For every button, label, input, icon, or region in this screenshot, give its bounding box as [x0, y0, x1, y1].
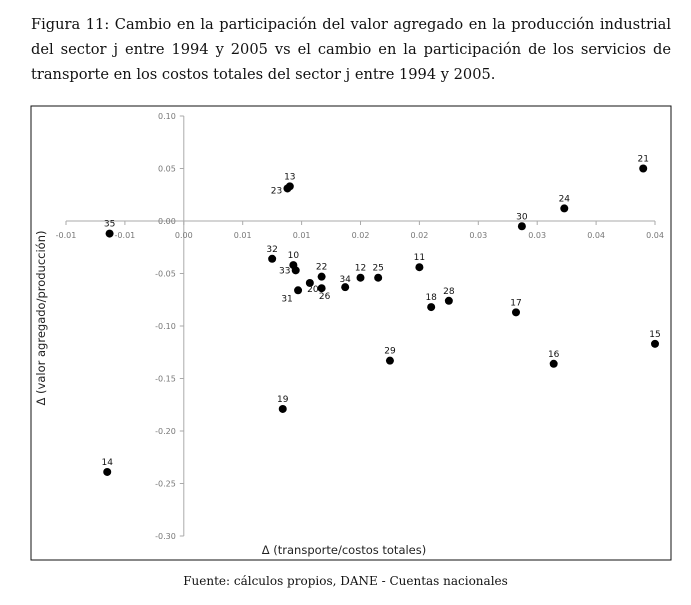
data-point [549, 359, 558, 368]
data-point-label: 25 [372, 264, 383, 274]
y-tick-label: -0.25 [155, 480, 176, 489]
data-point [105, 229, 114, 238]
y-tick-label: -0.20 [155, 427, 176, 436]
data-point-label: 35 [104, 220, 115, 230]
data-point-label: 29 [384, 347, 396, 357]
data-point-label: 26 [319, 292, 331, 302]
data-point [517, 222, 526, 231]
data-point-label: 23 [271, 186, 282, 196]
data-point-label: 33 [279, 266, 290, 276]
y-tick-label: -0.10 [155, 322, 176, 331]
data-point [278, 404, 287, 413]
x-tick-label: -0.01 [115, 231, 136, 240]
data-point-label: 34 [339, 275, 351, 285]
data-point [385, 356, 394, 365]
chart-frame [30, 105, 672, 561]
data-point [415, 263, 424, 272]
data-point-label: 13 [284, 172, 295, 182]
x-axis-title: Δ (transporte/costos totales) [262, 543, 427, 557]
data-point [317, 272, 326, 281]
data-point-label: 19 [277, 395, 289, 405]
data-point [103, 467, 112, 476]
data-point [374, 273, 383, 282]
data-point-label: 24 [559, 194, 571, 204]
data-point [356, 273, 365, 282]
data-point-label: 28 [443, 287, 455, 297]
data-point [317, 284, 326, 293]
x-tick-label: 0.04 [646, 231, 664, 240]
x-tick-label: 0.00 [175, 231, 193, 240]
y-tick-label: 0.05 [158, 165, 176, 174]
x-tick-label: 0.01 [293, 231, 311, 240]
data-point-label: 21 [637, 155, 648, 165]
data-point-label: 15 [649, 330, 660, 340]
x-tick-label: 0.03 [469, 231, 487, 240]
x-tick-label: 0.01 [234, 231, 252, 240]
chart-axes: -0.01 -0.01 0.00 0.01 0.01 0.02 0.02 0.03 0.03 0.… [56, 112, 664, 541]
data-point-label: 30 [516, 212, 528, 222]
data-point [283, 184, 292, 193]
data-point [639, 164, 648, 173]
data-point-label: 14 [102, 458, 114, 468]
data-point-label: 31 [281, 294, 292, 304]
data-point-label: 17 [510, 298, 521, 308]
data-point-label: 32 [266, 245, 277, 255]
y-tick-label: 0.10 [158, 112, 176, 121]
figure-caption: Figura 11: Cambio en la participación de… [31, 16, 671, 83]
data-point-label: 20 [307, 285, 319, 295]
data-point-label: 12 [355, 264, 366, 274]
data-point-label: 22 [316, 263, 327, 273]
data-point [341, 283, 350, 292]
y-tick-label: -0.15 [155, 375, 176, 384]
x-tick-label: -0.01 [56, 231, 77, 240]
data-point-label: 10 [288, 251, 300, 261]
x-tick-label: 0.02 [410, 231, 428, 240]
data-point [444, 296, 453, 305]
data-point [305, 278, 314, 287]
y-tick-label: 0.00 [158, 217, 176, 226]
data-point [268, 254, 277, 263]
x-tick-label: 0.02 [352, 231, 370, 240]
figure-source: Fuente: cálculos propios, DANE - Cuentas… [183, 574, 508, 588]
data-point-label: 18 [425, 293, 437, 303]
data-point-label: 16 [548, 350, 560, 360]
y-tick-label: -0.05 [155, 270, 176, 279]
data-point-label: 11 [414, 253, 425, 263]
data-point [511, 308, 520, 317]
data-point [291, 266, 300, 275]
data-point [427, 303, 436, 312]
y-tick-label: -0.30 [155, 532, 176, 541]
x-tick-label: 0.03 [528, 231, 546, 240]
data-point [294, 286, 303, 295]
y-axis-title: Δ (valor agregado/producción) [34, 231, 48, 406]
data-point [560, 204, 569, 213]
x-tick-label: 0.04 [587, 231, 605, 240]
data-point [651, 339, 659, 348]
